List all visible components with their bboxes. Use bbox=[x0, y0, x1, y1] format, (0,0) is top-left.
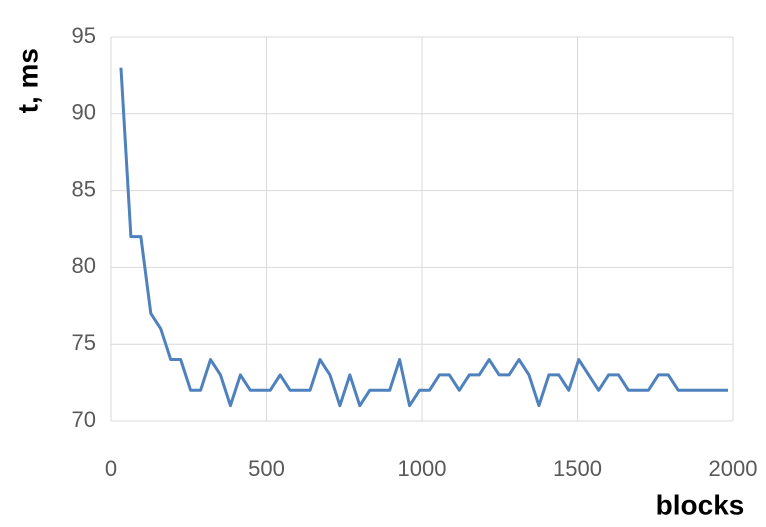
y-tick-label: 75 bbox=[72, 330, 96, 355]
x-tick-label: 1000 bbox=[398, 456, 447, 481]
y-tick-label: 70 bbox=[72, 407, 96, 432]
y-tick-label: 90 bbox=[72, 100, 96, 125]
x-axis-label: blocks bbox=[656, 489, 745, 520]
y-tick-label: 95 bbox=[72, 23, 96, 48]
x-tick-label: 500 bbox=[248, 456, 285, 481]
x-tick-label: 1500 bbox=[553, 456, 602, 481]
y-tick-label: 80 bbox=[72, 253, 96, 278]
x-tick-label: 2000 bbox=[709, 456, 758, 481]
y-axis-label: t, ms bbox=[12, 48, 43, 113]
x-tick-label: 0 bbox=[105, 456, 117, 481]
data-line bbox=[119, 67, 729, 408]
y-tick-label: 85 bbox=[72, 176, 96, 201]
